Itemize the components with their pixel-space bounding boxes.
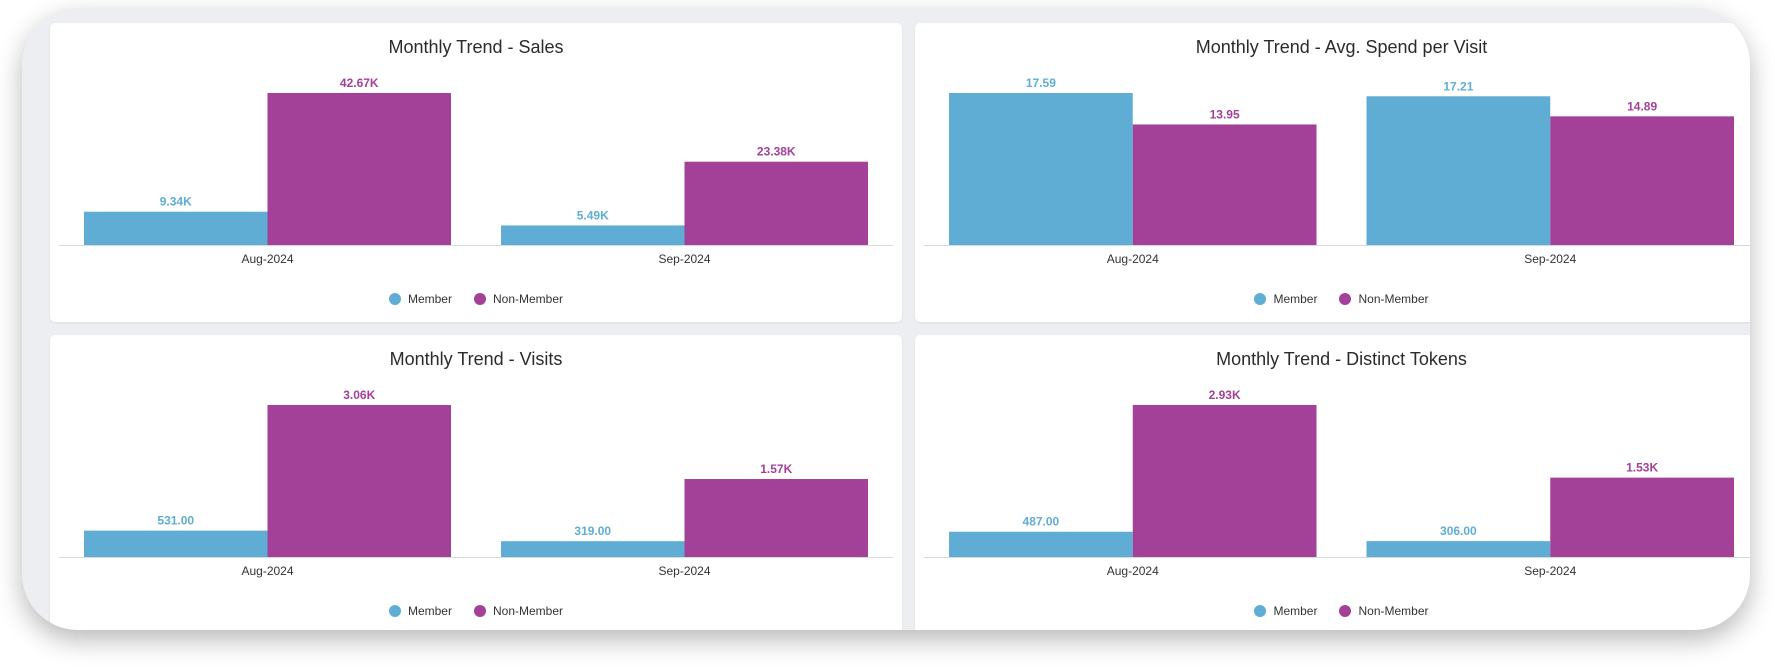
x-tick-label: Aug-2024	[1107, 564, 1159, 578]
legend-swatch-member	[1254, 293, 1267, 305]
legend-label-non-member: Non-Member	[492, 604, 564, 618]
legend-swatch-non-member	[473, 293, 486, 305]
bar-member-sep-2024[interactable]	[501, 541, 685, 557]
data-label: 9.34K	[160, 195, 192, 209]
legend-swatch-non-member	[1339, 605, 1352, 617]
chart-legend: Member Non-Member	[50, 292, 902, 306]
bar-member-sep-2024[interactable]	[1366, 96, 1551, 245]
chart-legend: Member Non-Member	[915, 292, 1750, 306]
chart-legend: Member Non-Member	[50, 604, 902, 618]
legend-item-member[interactable]: Member	[1254, 604, 1317, 618]
chart-legend: Member Non-Member	[915, 604, 1750, 618]
bar-chart-distinct-tokens: 487.00 2.93K Aug-2024 306.00 1.53K Sep-2024	[924, 388, 1750, 578]
legend-swatch-member	[388, 605, 401, 617]
data-label: 5.49K	[577, 208, 609, 222]
bar-non-member-sep-2024[interactable]	[684, 161, 869, 245]
chart-title: Monthly Trend - Visits	[389, 349, 563, 369]
bar-non-member-aug-2024[interactable]	[1132, 124, 1317, 245]
bar-non-member-sep-2024[interactable]	[684, 479, 869, 557]
data-label: 17.59	[1026, 76, 1056, 90]
chart-card-visits: Monthly Trend - Visits 531.00 3.06K Aug-20…	[50, 335, 902, 630]
chart-title: Monthly Trend - Distinct Tokens	[1216, 349, 1467, 369]
bar-chart-visits: 531.00 3.06K Aug-2024 319.00 1.57K Sep-2024	[59, 388, 893, 578]
data-label: 2.93K	[1209, 388, 1241, 402]
legend-label-member: Member	[407, 604, 452, 618]
legend-label-non-member: Non-Member	[492, 292, 564, 306]
bar-non-member-sep-2024[interactable]	[1550, 116, 1734, 245]
x-tick-label: Sep-2024	[658, 252, 710, 266]
legend-item-non-member[interactable]: Non-Member	[1339, 604, 1429, 618]
legend-item-non-member[interactable]: Non-Member	[473, 604, 564, 618]
legend-item-non-member[interactable]: Non-Member	[1339, 292, 1429, 306]
bar-chart-avg-spend: 17.59 13.95 Aug-2024 17.21 14.89 Sep-2024	[924, 76, 1750, 266]
bar-member-aug-2024[interactable]	[84, 211, 268, 245]
legend-swatch-non-member	[1339, 293, 1352, 305]
bar-non-member-aug-2024[interactable]	[267, 405, 452, 557]
data-label: 13.95	[1210, 107, 1240, 121]
legend-label-member: Member	[1273, 292, 1318, 306]
data-label: 531.00	[157, 514, 194, 528]
bar-member-sep-2024[interactable]	[501, 225, 685, 245]
legend-label-member: Member	[407, 292, 452, 306]
bar-chart-sales: 9.34K 42.67K Aug-2024 5.49K 23.38K Sep-2024	[59, 76, 893, 266]
data-label: 319.00	[574, 524, 611, 538]
legend-swatch-non-member	[473, 605, 486, 617]
data-label: 14.89	[1627, 99, 1657, 113]
bar-member-aug-2024[interactable]	[84, 530, 268, 557]
legend-item-non-member[interactable]: Non-Member	[473, 292, 564, 306]
data-label: 42.67K	[340, 76, 379, 90]
legend-swatch-member	[1254, 605, 1267, 617]
legend-item-member[interactable]: Member	[1254, 292, 1317, 306]
chart-card-sales: Monthly Trend - Sales 9.34K 42.67K Aug-202…	[50, 23, 902, 322]
data-label: 1.53K	[1626, 461, 1658, 475]
bar-non-member-sep-2024[interactable]	[1550, 477, 1734, 557]
dashboard-frame: Monthly Trend - Sales 9.34K 42.67K Aug-202…	[22, 8, 1750, 630]
legend-label-member: Member	[1273, 604, 1318, 618]
legend-label-non-member: Non-Member	[1358, 292, 1429, 306]
x-tick-label: Aug-2024	[1107, 252, 1159, 266]
legend-label-non-member: Non-Member	[1358, 604, 1429, 618]
chart-card-distinct-tokens: Monthly Trend - Distinct Tokens 487.00 2.…	[915, 335, 1750, 630]
x-tick-label: Sep-2024	[658, 564, 710, 578]
data-label: 23.38K	[757, 145, 796, 159]
bar-member-aug-2024[interactable]	[949, 93, 1133, 245]
bar-member-aug-2024[interactable]	[949, 531, 1133, 557]
chart-card-avg-spend: Monthly Trend - Avg. Spend per Visit 17.…	[915, 23, 1750, 322]
x-tick-label: Aug-2024	[241, 252, 293, 266]
data-label: 487.00	[1023, 515, 1060, 529]
data-label: 306.00	[1440, 524, 1477, 538]
legend-swatch-member	[388, 293, 401, 305]
x-tick-label: Sep-2024	[1524, 252, 1576, 266]
data-label: 1.57K	[760, 462, 792, 476]
legend-item-member[interactable]: Member	[388, 604, 452, 618]
legend-item-member[interactable]: Member	[388, 292, 452, 306]
bar-member-sep-2024[interactable]	[1366, 541, 1551, 557]
chart-title: Monthly Trend - Sales	[388, 37, 564, 57]
chart-title: Monthly Trend - Avg. Spend per Visit	[1195, 37, 1488, 57]
data-label: 17.21	[1443, 79, 1473, 93]
x-tick-label: Sep-2024	[1524, 564, 1576, 578]
bar-non-member-aug-2024[interactable]	[1132, 405, 1317, 557]
bar-non-member-aug-2024[interactable]	[267, 93, 452, 245]
x-tick-label: Aug-2024	[241, 564, 293, 578]
data-label: 3.06K	[343, 388, 375, 402]
